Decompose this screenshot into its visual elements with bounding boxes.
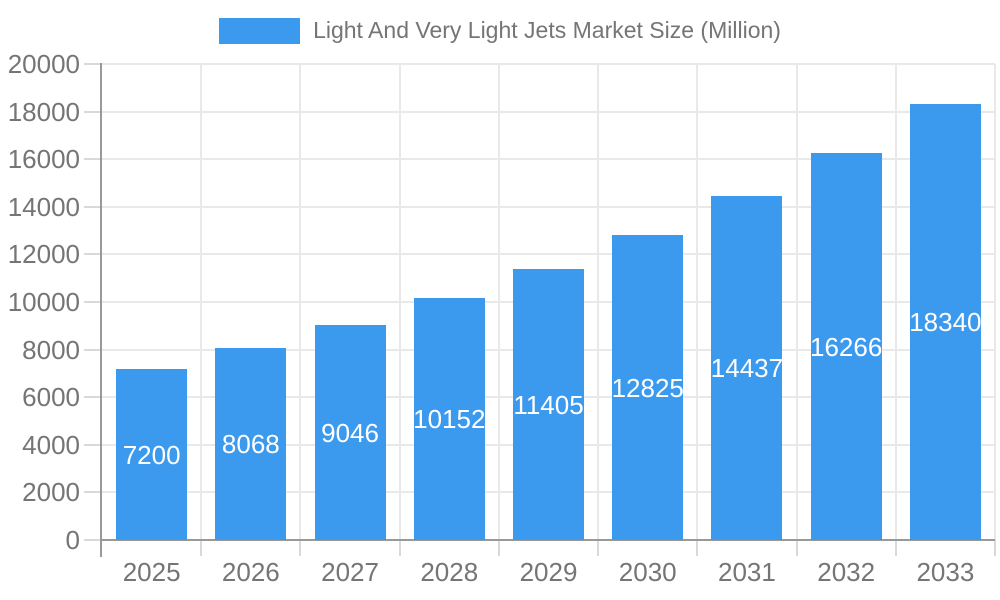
gridline-v — [994, 64, 996, 540]
y-axis-label-10000: 10000 — [7, 287, 80, 317]
x-axis-label-2031: 2031 — [718, 557, 776, 587]
gridline-v — [894, 64, 897, 540]
gridline-v — [497, 64, 500, 540]
x-tick — [795, 540, 798, 556]
bar-2031[interactable]: 14437 — [710, 196, 784, 540]
y-axis-label-20000: 20000 — [7, 49, 80, 79]
bar-value-2027: 9046 — [321, 417, 379, 448]
bar-2033[interactable]: 18340 — [909, 104, 982, 540]
gridline-v — [299, 64, 302, 540]
y-axis-label-14000: 14000 — [7, 191, 80, 222]
bar-2027[interactable]: 9046 — [314, 325, 386, 540]
y-tick — [84, 110, 102, 113]
y-tick — [84, 348, 102, 351]
y-axis-label-2000: 2000 — [22, 477, 80, 508]
x-tick — [200, 540, 203, 556]
x-axis-label-2033: 2033 — [916, 557, 975, 587]
legend-swatch — [219, 17, 301, 44]
gridline-h — [102, 110, 995, 113]
x-tick — [597, 540, 600, 556]
bar-2030[interactable]: 12825 — [611, 235, 684, 540]
x-axis-label-2032: 2032 — [817, 557, 876, 587]
bar-value-2033: 18340 — [909, 307, 982, 337]
bar-value-2029: 11405 — [513, 389, 584, 420]
y-axis-label-0: 0 — [65, 525, 80, 555]
legend-label: Light And Very Light Jets Market Size (M… — [313, 17, 781, 43]
y-tick — [84, 301, 102, 303]
gridline-v — [795, 64, 798, 540]
x-axis-label-2029: 2029 — [519, 557, 578, 587]
x-tick — [497, 540, 500, 556]
x-tick — [696, 540, 699, 556]
y-axis-label-4000: 4000 — [22, 429, 80, 460]
bar-2029[interactable]: 11405 — [513, 269, 584, 540]
y-tick — [84, 205, 102, 208]
x-axis-label-2027: 2027 — [321, 557, 379, 587]
y-axis-label-8000: 8000 — [22, 334, 80, 365]
y-tick — [84, 396, 102, 399]
bar-2028[interactable]: 10152 — [413, 298, 486, 540]
gridline-v — [398, 64, 401, 540]
y-axis-line — [100, 63, 102, 557]
x-tick — [994, 540, 996, 556]
x-axis-label-2025: 2025 — [122, 557, 181, 587]
x-tick — [398, 540, 401, 556]
legend[interactable]: Light And Very Light Jets Market Size (M… — [0, 17, 1000, 44]
bar-value-2031: 14437 — [710, 353, 784, 383]
bar-value-2028: 10152 — [413, 404, 486, 434]
x-axis-line — [100, 539, 995, 541]
bar-value-2032: 16266 — [810, 331, 883, 362]
x-axis-label-2026: 2026 — [221, 557, 280, 587]
gridline-h — [102, 63, 995, 65]
x-tick — [894, 540, 897, 556]
y-tick — [84, 253, 102, 256]
y-axis-label-12000: 12000 — [7, 239, 80, 270]
bar-2032[interactable]: 16266 — [810, 153, 883, 540]
gridline-h — [102, 158, 995, 161]
bar-value-2026: 8068 — [221, 429, 280, 459]
y-tick — [84, 158, 102, 161]
gridline-v — [200, 64, 203, 540]
gridline-v — [597, 64, 600, 540]
x-tick — [299, 540, 302, 556]
x-axis-label-2030: 2030 — [618, 557, 677, 587]
y-axis-label-18000: 18000 — [7, 96, 80, 127]
y-tick — [84, 539, 102, 541]
y-tick — [84, 443, 102, 446]
bar-value-2025: 7200 — [122, 439, 181, 470]
gridline-v — [696, 64, 699, 540]
bar-2025[interactable]: 7200 — [116, 369, 188, 540]
gridline-h — [102, 205, 995, 208]
bar-2026[interactable]: 8068 — [215, 348, 287, 540]
y-tick — [84, 63, 102, 65]
y-axis-label-6000: 6000 — [22, 382, 80, 413]
gridline-h — [102, 253, 995, 256]
y-tick — [84, 491, 102, 494]
x-axis-label-2028: 2028 — [420, 557, 479, 587]
bar-value-2030: 12825 — [611, 372, 684, 403]
y-axis-label-16000: 16000 — [7, 144, 80, 175]
